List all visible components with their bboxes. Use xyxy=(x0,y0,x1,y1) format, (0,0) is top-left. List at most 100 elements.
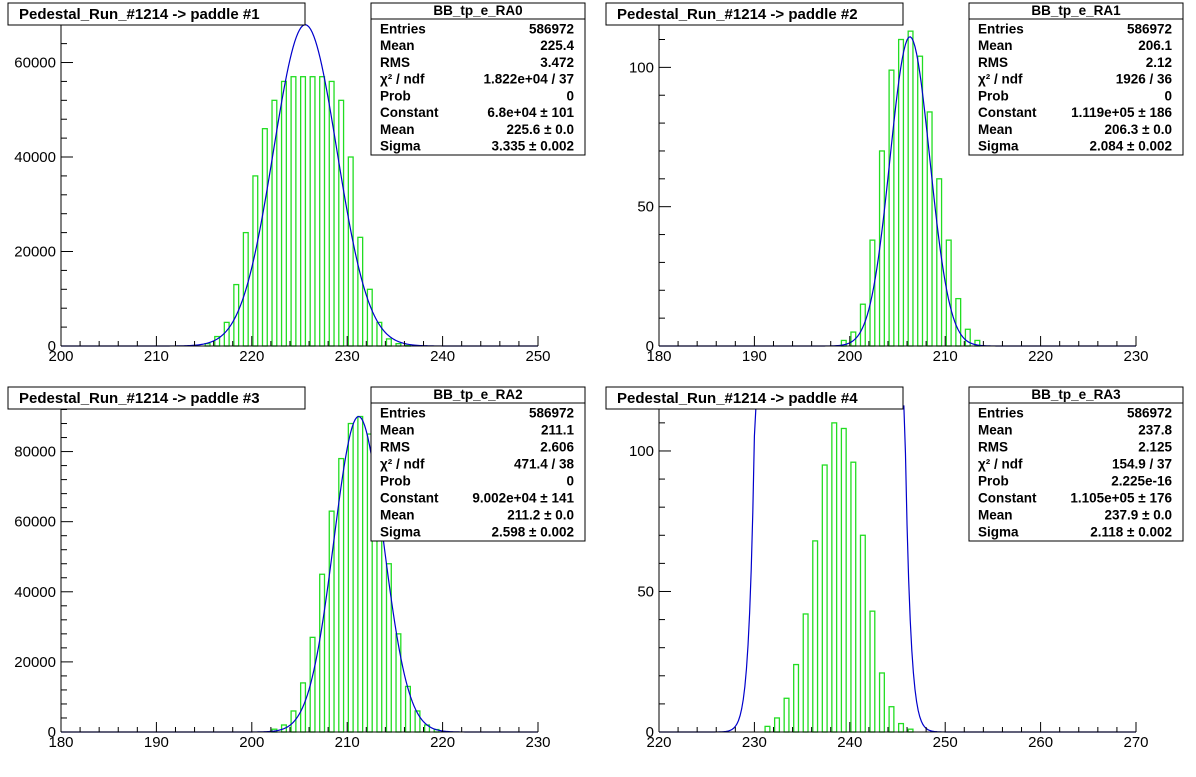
stats-box xyxy=(968,2,1184,156)
histogram-bar xyxy=(357,236,364,347)
stats-label: Mean xyxy=(380,508,415,523)
x-tick-label: 180 xyxy=(48,734,73,751)
stats-value: 9.002e+04 ± 141 xyxy=(472,491,574,506)
histogram-bar xyxy=(357,415,364,733)
y-tick-label: 60000 xyxy=(14,55,56,72)
histogram-panel-4: 220 230 240 250 260 270 0 50 100 Pedestal_Run_#12… xyxy=(605,386,1184,751)
stats-value: 586972 xyxy=(1127,21,1172,36)
panel-title: Pedestal_Run_#1214 -> paddle #1 xyxy=(19,6,260,23)
histogram-bar xyxy=(859,534,866,733)
histogram-bar xyxy=(878,672,885,733)
x-tick-label: 230 xyxy=(335,348,360,365)
panel-title: Pedestal_Run_#1214 -> paddle #3 xyxy=(19,390,260,407)
y-tick-label: 0 xyxy=(646,724,654,741)
x-tick-label: 220 xyxy=(646,734,671,751)
stats-value: 1.119e+05 ± 186 xyxy=(1071,105,1172,120)
stats-label: Sigma xyxy=(380,525,421,540)
stats-value: 2.225e-16 xyxy=(1111,474,1172,489)
stats-value: 0 xyxy=(566,88,574,103)
histogram-bar xyxy=(936,178,943,347)
stats-label: Mean xyxy=(978,508,1013,523)
title-box xyxy=(7,2,306,26)
stats-value: 2.12 xyxy=(1146,55,1172,70)
stats-value: 237.8 xyxy=(1138,423,1172,438)
stats-value: 237.9 ± 0.0 xyxy=(1105,508,1172,523)
histogram-bar xyxy=(223,321,230,347)
stats-value: 1.822e+04 / 37 xyxy=(484,72,574,87)
x-tick-label: 240 xyxy=(837,734,862,751)
histogram-bar xyxy=(319,573,326,733)
histogram-bar xyxy=(840,427,847,733)
x-tick-label: 190 xyxy=(742,348,767,365)
histogram-bar xyxy=(821,464,828,733)
y-tick-label: 50 xyxy=(637,583,654,600)
stats-label: Entries xyxy=(978,21,1024,36)
x-tick-label: 200 xyxy=(239,734,264,751)
y-tick-label: 100 xyxy=(629,443,654,460)
stats-label: Prob xyxy=(978,474,1009,489)
histogram-bar xyxy=(802,613,809,733)
stats-label: Sigma xyxy=(978,139,1019,154)
y-tick-label: 20000 xyxy=(14,244,56,261)
x-tick-label: 260 xyxy=(1028,734,1053,751)
histogram-bar xyxy=(897,722,905,733)
x-tick-label: 210 xyxy=(144,348,169,365)
histogram-bar xyxy=(907,30,914,347)
stats-label: Mean xyxy=(380,122,415,137)
histogram-bar xyxy=(376,321,383,347)
stats-value: 2.606 xyxy=(540,440,574,455)
y-tick-label: 50 xyxy=(637,199,654,216)
histogram-bar xyxy=(773,717,781,733)
stats-value: 3.335 ± 0.002 xyxy=(492,139,574,154)
stats-label: Constant xyxy=(380,105,439,120)
stats-label: RMS xyxy=(380,440,410,455)
stats-label: Entries xyxy=(380,406,426,421)
histogram-bar xyxy=(793,663,800,733)
stats-label: RMS xyxy=(978,55,1008,70)
histogram-bar xyxy=(309,76,316,347)
stats-value: 206.3 ± 0.0 xyxy=(1105,122,1172,137)
histogram-bar xyxy=(869,610,876,733)
y-tick-label: 0 xyxy=(48,724,56,741)
histogram-bar xyxy=(955,297,962,347)
stats-box-title: BB_tp_e_RA3 xyxy=(1031,387,1121,402)
x-tick-label: 230 xyxy=(1123,348,1148,365)
stats-label: Constant xyxy=(978,105,1037,120)
stats-label: χ² / ndf xyxy=(978,72,1023,87)
panel-title: Pedestal_Run_#1214 -> paddle #2 xyxy=(617,6,858,23)
stats-value: 225.4 xyxy=(540,38,574,53)
histogram-bar xyxy=(888,706,895,733)
y-tick-label: 20000 xyxy=(14,654,56,671)
histogram-bar xyxy=(385,338,392,347)
stats-label: χ² / ndf xyxy=(978,457,1023,472)
stats-label: Mean xyxy=(380,423,415,438)
stats-value: 2.118 ± 0.002 xyxy=(1090,525,1172,540)
y-tick-label: 80000 xyxy=(14,444,56,461)
stats-label: Prob xyxy=(380,88,411,103)
y-tick-label: 0 xyxy=(646,338,654,355)
x-tick-label: 220 xyxy=(430,734,455,751)
stats-value: 206.1 xyxy=(1138,38,1172,53)
stats-label: χ² / ndf xyxy=(380,72,425,87)
stats-label: Sigma xyxy=(978,525,1019,540)
stats-value: 1926 / 36 xyxy=(1116,72,1173,87)
stats-label: Entries xyxy=(380,21,426,36)
panel-title: Pedestal_Run_#1214 -> paddle #4 xyxy=(617,390,858,407)
stats-value: 586972 xyxy=(1127,406,1172,421)
histogram-bar xyxy=(347,156,354,347)
stats-label: Mean xyxy=(978,38,1013,53)
histogram-bar xyxy=(319,76,326,347)
histogram-bar xyxy=(964,328,971,347)
histogram-bar xyxy=(280,80,287,347)
histogram-bar xyxy=(812,540,819,733)
stats-value: 225.6 ± 0.0 xyxy=(507,122,574,137)
stats-value: 586972 xyxy=(529,406,574,421)
stats-label: Mean xyxy=(380,38,415,53)
x-tick-label: 200 xyxy=(48,348,73,365)
x-tick-label: 220 xyxy=(239,348,264,365)
histogram-panel-2: 180 190 200 210 220 230 0 50 100 Pedestal_Run_#12… xyxy=(605,2,1184,365)
x-tick-label: 180 xyxy=(646,348,671,365)
x-tick-label: 250 xyxy=(933,734,958,751)
stats-value: 6.8e+04 ± 101 xyxy=(487,105,574,120)
y-tick-label: 100 xyxy=(629,59,654,76)
